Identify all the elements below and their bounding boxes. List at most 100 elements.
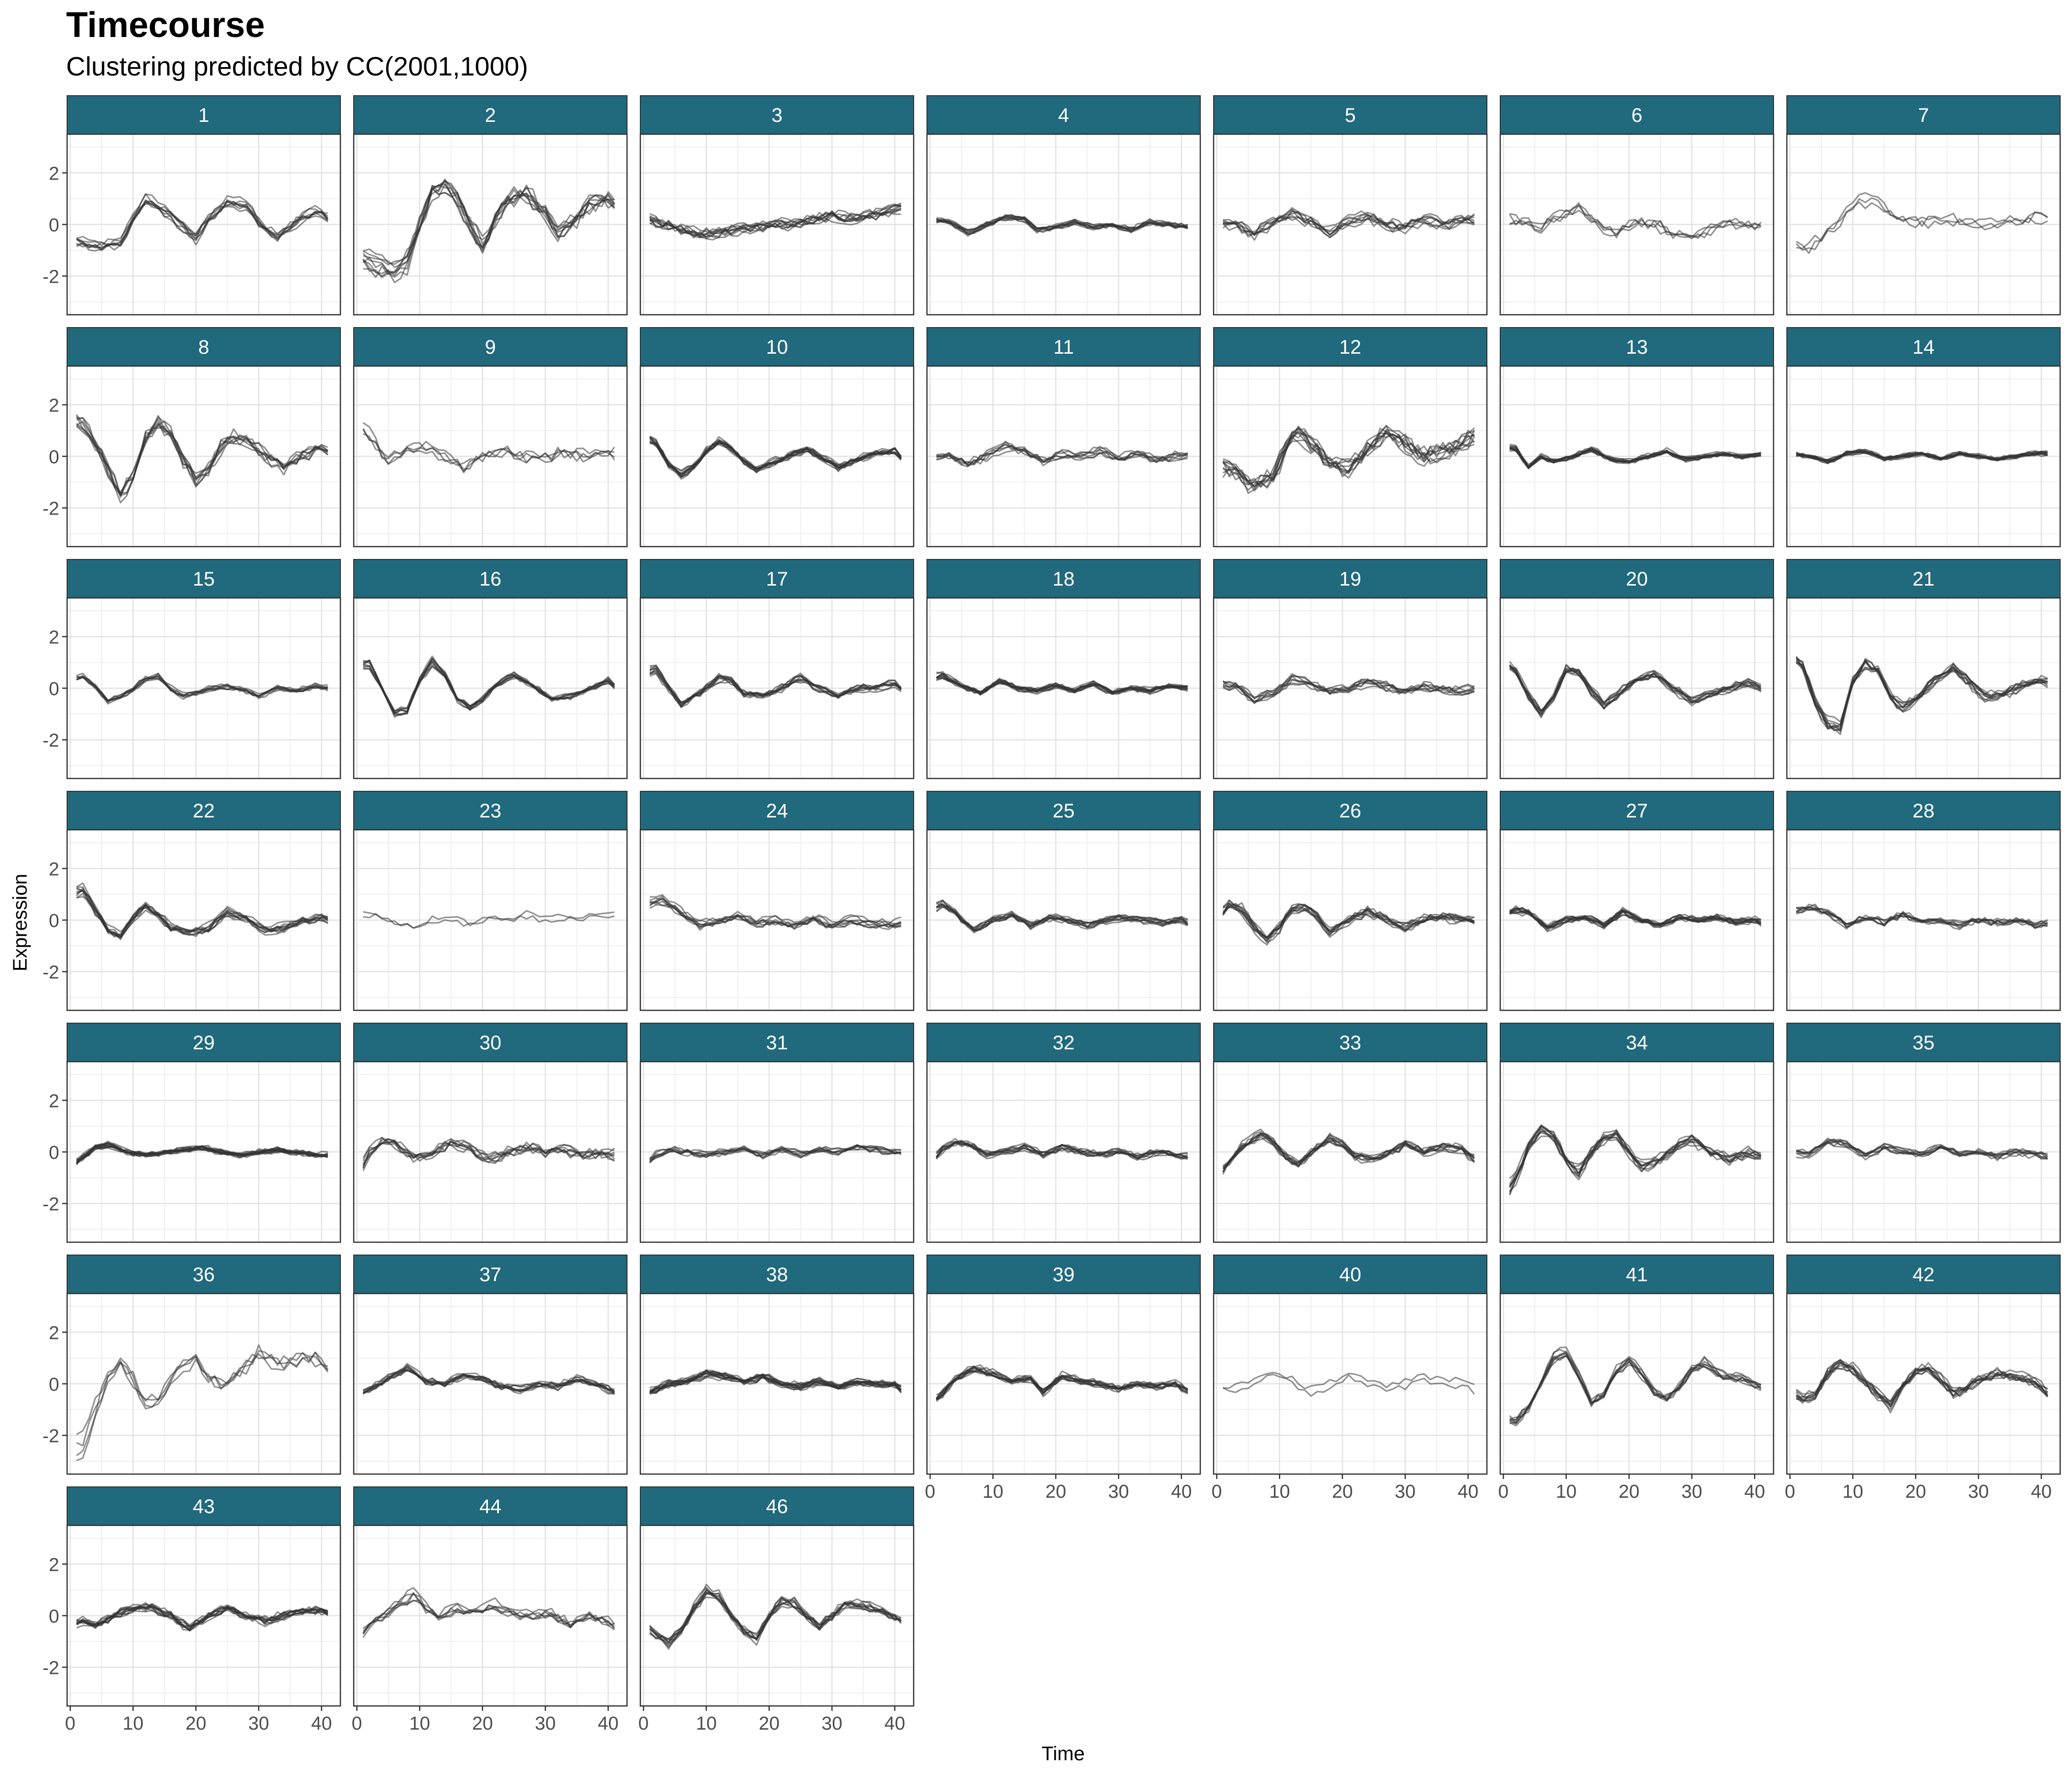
series-group: [363, 1363, 615, 1395]
facet-strip-label: 15: [193, 568, 215, 590]
facet-strip: [640, 791, 914, 830]
y-tick-label: 2: [49, 1091, 59, 1111]
y-tick-label: 2: [49, 627, 59, 648]
series-group: [1796, 448, 2048, 465]
series-line: [649, 901, 902, 931]
y-tick-label: 0: [49, 1143, 59, 1163]
facet-strip: [67, 791, 341, 830]
series-line: [1509, 210, 1762, 237]
series-line: [649, 1369, 902, 1394]
facet-strip: [67, 1023, 341, 1062]
series-line: [1795, 658, 2048, 736]
panel-border: [353, 1524, 628, 1707]
series-line: [649, 1145, 901, 1161]
series-line: [936, 1370, 1188, 1401]
series-group: [1509, 661, 1762, 718]
panel-border: [926, 365, 1201, 548]
x-tick-label: 40: [885, 1713, 905, 1734]
facet-strip: [1213, 791, 1487, 830]
facet-strip-label: 18: [1053, 568, 1075, 590]
series-group: [1222, 207, 1475, 241]
series-line: [936, 445, 1188, 467]
series-group: [1795, 656, 2048, 736]
facet-strip-label: 38: [766, 1264, 788, 1286]
series-group: [362, 179, 615, 283]
series-line: [1795, 1361, 2048, 1403]
series-group: [649, 1584, 902, 1650]
y-tick-label: -2: [42, 267, 59, 288]
facet-strip-label: 28: [1913, 800, 1935, 822]
panel-border: [1499, 597, 1775, 779]
series-line: [1509, 204, 1762, 239]
series-line: [1222, 905, 1475, 944]
facet-strip-label: 26: [1339, 800, 1362, 822]
facet-panel-8: 8 2 0 -2: [42, 327, 341, 548]
facet-strip-label: 31: [766, 1032, 788, 1054]
series-group: [936, 899, 1188, 934]
series-group: [76, 672, 329, 705]
facet-panel-15: 15 2 0 -2: [42, 559, 341, 779]
series-line: [1222, 1373, 1475, 1397]
facet-strip-label: 8: [198, 336, 209, 358]
series-line: [936, 1367, 1188, 1402]
facet-strip: [67, 327, 341, 367]
series-group: [1222, 899, 1475, 946]
facet-panel-24: 24: [639, 791, 915, 1011]
series-line: [1222, 425, 1475, 488]
series-group: [1509, 905, 1762, 932]
series-line: [76, 1344, 329, 1456]
facet-strip: [1213, 95, 1487, 135]
series-line: [362, 1138, 615, 1159]
facet-strip: [1786, 95, 2061, 135]
facet-strip-label: 37: [480, 1264, 502, 1286]
facet-strip: [640, 559, 914, 598]
panel-border: [1786, 829, 2061, 1011]
series-line: [1222, 211, 1475, 236]
series-line: [1796, 1359, 2048, 1407]
facet-panel-14: 14: [1786, 327, 2061, 548]
panel-border: [1213, 829, 1488, 1011]
series-line: [76, 886, 329, 938]
panel-border: [1786, 1293, 2061, 1475]
facet-strip-label: 3: [772, 105, 782, 126]
facet-panel-33: 33: [1213, 1023, 1488, 1243]
x-tick-label: 20: [185, 1713, 206, 1734]
facet-strip-label: 36: [193, 1264, 215, 1286]
facet-strip-label: 39: [1053, 1264, 1075, 1286]
x-tick-label: 40: [1171, 1481, 1192, 1502]
facet-strip: [67, 1486, 341, 1526]
x-tick-label: 40: [2031, 1481, 2052, 1502]
series-line: [363, 658, 615, 716]
panel-border: [1786, 133, 2061, 316]
series-line: [76, 201, 329, 246]
facet-strip: [1500, 327, 1774, 367]
series-line: [1222, 211, 1475, 236]
facet-panel-21: 21: [1786, 559, 2061, 779]
series-group: [76, 1344, 329, 1461]
facet-panel-46: 46 0 10 20 30 40: [638, 1486, 915, 1734]
series-line: [1509, 1124, 1762, 1188]
x-tick-label: 10: [123, 1713, 144, 1734]
facet-strip-label: 11: [1053, 336, 1074, 358]
x-tick-label: 10: [696, 1713, 717, 1734]
series-group: [649, 665, 902, 708]
facet-strip: [1786, 327, 2061, 367]
facet-strip: [353, 1023, 628, 1062]
series-line: [1222, 433, 1475, 494]
series-group: [649, 202, 902, 241]
facet-panel-39: 39 0 10 20 30 40: [925, 1255, 1201, 1502]
y-tick-label: -2: [42, 731, 59, 751]
facet-strip-label: 23: [480, 800, 502, 822]
panel-border: [1499, 1293, 1775, 1475]
x-tick-label: 40: [1744, 1481, 1765, 1502]
facet-strip-label: 16: [480, 568, 502, 590]
x-tick-label: 20: [1332, 1481, 1353, 1502]
series-group: [1796, 1137, 2048, 1161]
series-line: [1222, 1131, 1475, 1168]
series-line: [1796, 197, 2048, 250]
facet-panel-12: 12: [1213, 327, 1488, 548]
panel-border: [1786, 597, 2061, 779]
series-line: [1222, 902, 1475, 942]
panel-border: [1499, 829, 1775, 1011]
